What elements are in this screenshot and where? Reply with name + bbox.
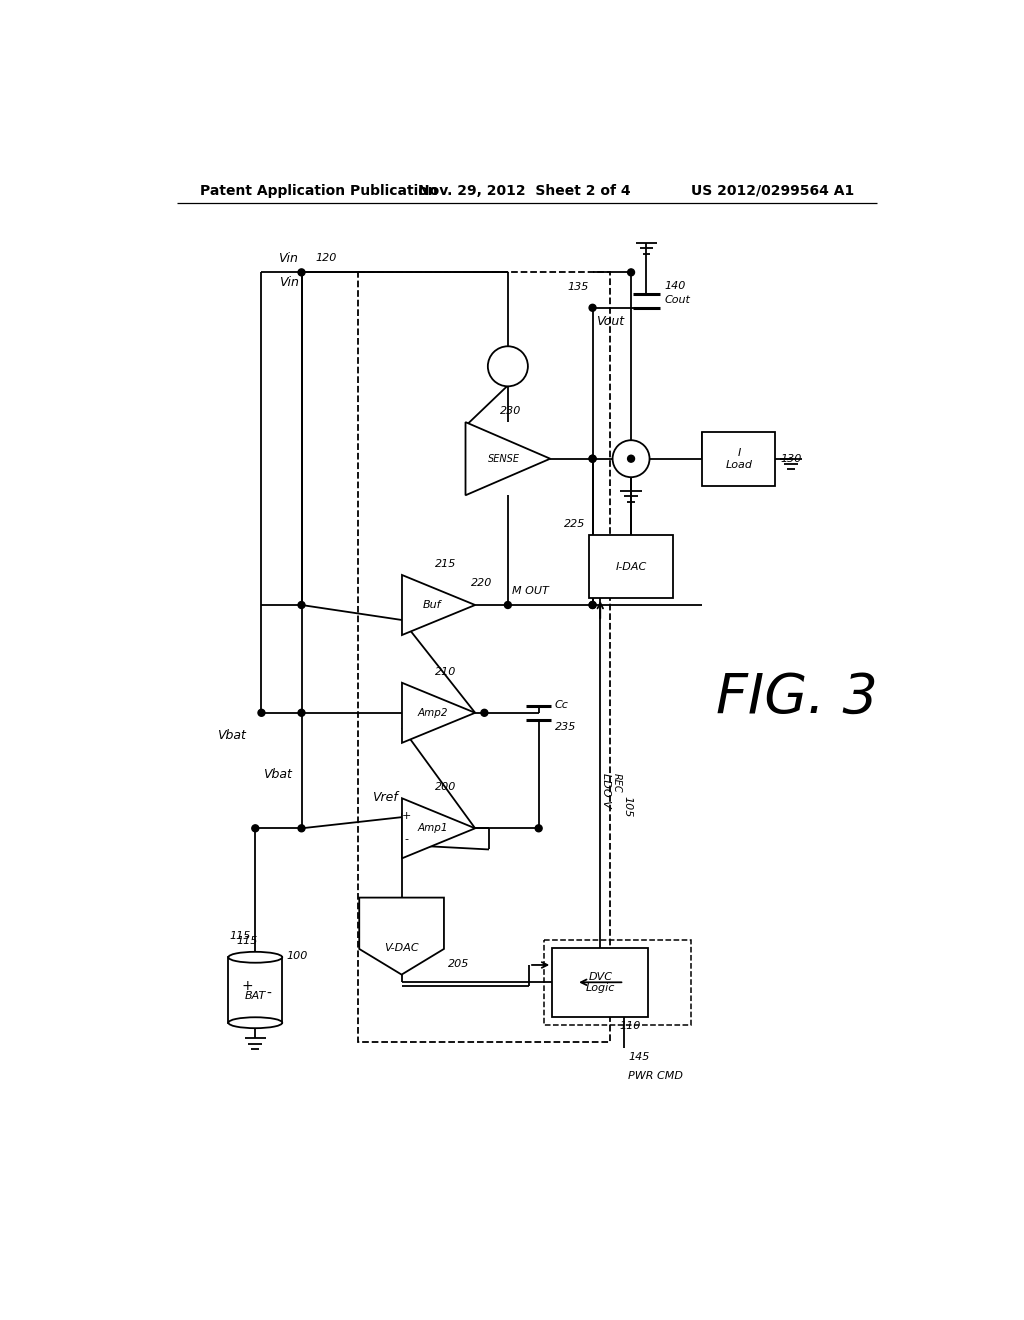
Text: 105: 105 — [623, 796, 632, 817]
Circle shape — [298, 709, 305, 717]
Ellipse shape — [228, 1018, 283, 1028]
Circle shape — [536, 825, 542, 832]
Text: -: - — [404, 834, 409, 843]
Text: US 2012/0299564 A1: US 2012/0299564 A1 — [691, 183, 854, 198]
Text: FIG. 3: FIG. 3 — [716, 671, 878, 723]
Polygon shape — [402, 682, 475, 743]
Circle shape — [298, 602, 305, 609]
Text: 110: 110 — [620, 1020, 641, 1031]
Text: I
Load: I Load — [725, 447, 753, 470]
Text: Nov. 29, 2012  Sheet 2 of 4: Nov. 29, 2012 Sheet 2 of 4 — [419, 183, 631, 198]
Text: 225: 225 — [563, 519, 585, 529]
Text: 210: 210 — [435, 667, 456, 677]
Circle shape — [258, 709, 265, 717]
Polygon shape — [402, 799, 475, 858]
Text: Vbat: Vbat — [217, 730, 246, 742]
Circle shape — [589, 455, 596, 462]
Circle shape — [481, 709, 487, 717]
Text: Amp1: Amp1 — [417, 824, 447, 833]
Text: 140: 140 — [665, 281, 685, 290]
Text: 205: 205 — [447, 960, 469, 969]
Text: 145: 145 — [628, 1052, 649, 1061]
Text: 215: 215 — [435, 558, 456, 569]
Polygon shape — [402, 576, 475, 635]
Text: Cc: Cc — [555, 700, 568, 710]
Circle shape — [612, 441, 649, 478]
FancyBboxPatch shape — [552, 948, 648, 1016]
Polygon shape — [359, 898, 444, 974]
FancyBboxPatch shape — [228, 957, 283, 1023]
Text: Amp2: Amp2 — [417, 708, 447, 718]
Circle shape — [505, 602, 511, 609]
Text: DVC
Logic: DVC Logic — [586, 972, 615, 993]
FancyBboxPatch shape — [589, 535, 674, 598]
Text: M OUT: M OUT — [512, 586, 549, 595]
Text: Patent Application Publication: Patent Application Publication — [200, 183, 437, 198]
Text: 235: 235 — [555, 722, 577, 733]
Text: 130: 130 — [780, 454, 802, 463]
Text: V-DAC: V-DAC — [384, 942, 419, 953]
Text: 100: 100 — [286, 952, 307, 961]
FancyBboxPatch shape — [702, 432, 775, 486]
Text: 135: 135 — [567, 282, 589, 293]
Text: I-DAC: I-DAC — [615, 561, 647, 572]
Text: Vref: Vref — [372, 791, 397, 804]
Circle shape — [628, 269, 635, 276]
Circle shape — [589, 602, 596, 609]
Text: Vin: Vin — [278, 252, 298, 264]
Text: 230: 230 — [500, 407, 521, 416]
Text: LDO V: LDO V — [601, 774, 611, 808]
Circle shape — [298, 269, 305, 276]
Circle shape — [628, 455, 635, 462]
Text: 115: 115 — [237, 936, 257, 945]
Text: 220: 220 — [471, 578, 493, 589]
Polygon shape — [466, 422, 550, 495]
Circle shape — [589, 602, 596, 609]
Circle shape — [589, 455, 596, 462]
Text: SENSE: SENSE — [488, 454, 520, 463]
Text: PWR CMD: PWR CMD — [628, 1071, 683, 1081]
Text: Cout: Cout — [665, 296, 690, 305]
Ellipse shape — [228, 952, 283, 962]
Text: Vout: Vout — [596, 315, 625, 329]
Text: REC: REC — [612, 774, 623, 792]
Circle shape — [252, 825, 259, 832]
Text: Vbat: Vbat — [263, 768, 292, 781]
Text: 120: 120 — [315, 253, 337, 263]
Text: 200: 200 — [435, 783, 456, 792]
Circle shape — [589, 305, 596, 312]
Text: +: + — [242, 979, 253, 993]
Text: +: + — [401, 810, 412, 821]
Text: BAT: BAT — [245, 991, 266, 1001]
Circle shape — [487, 346, 528, 387]
Text: Vin: Vin — [279, 276, 298, 289]
Text: Buf: Buf — [423, 601, 441, 610]
Text: -: - — [266, 987, 271, 1001]
Text: 115: 115 — [229, 931, 251, 941]
Circle shape — [298, 825, 305, 832]
